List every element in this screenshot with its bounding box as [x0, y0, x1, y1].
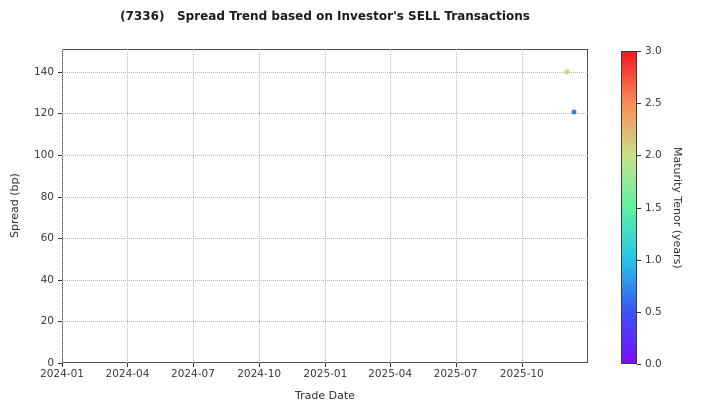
colorbar-tick-mark — [637, 311, 641, 313]
y-tick-mark — [58, 71, 62, 73]
colorbar-label: Maturity Tenor (years) — [671, 146, 684, 269]
y-tick-mark — [58, 113, 62, 115]
x-tick-label: 2024-01 — [40, 368, 84, 380]
x-gridline — [325, 49, 327, 363]
colorbar-tick-mark — [637, 364, 641, 365]
y-gridline — [62, 113, 588, 115]
x-tick-mark — [127, 363, 129, 367]
colorbar-tick-label: 1.5 — [645, 201, 662, 214]
x-tick-label: 2024-07 — [171, 368, 215, 380]
y-gridline — [62, 321, 588, 323]
x-gridline — [390, 49, 392, 363]
y-tick-mark — [58, 196, 62, 198]
colorbar-tick-mark — [637, 155, 641, 157]
x-tick-label: 2024-10 — [237, 368, 282, 380]
x-tick-mark — [192, 363, 194, 367]
y-tick-label: 20 — [40, 315, 54, 328]
y-gridline — [62, 155, 588, 157]
x-gridline — [259, 49, 261, 363]
x-gridline — [521, 49, 523, 363]
colorbar-tick-mark — [637, 259, 641, 261]
y-tick-mark — [58, 238, 62, 240]
x-tick-mark — [62, 363, 63, 367]
y-tick-label: 60 — [40, 232, 54, 245]
y-tick-mark — [58, 279, 62, 281]
x-tick-label: 2025-04 — [368, 368, 413, 380]
y-tick-mark — [58, 321, 62, 323]
x-tick-mark — [325, 363, 327, 367]
y-gridline — [62, 279, 588, 281]
x-tick-label: 2025-01 — [303, 368, 348, 380]
y-tick-label: 40 — [40, 273, 54, 286]
x-tick-mark — [455, 363, 457, 367]
colorbar-tick-mark — [637, 103, 641, 105]
colorbar-tick-mark — [637, 51, 641, 52]
x-gridline — [62, 49, 63, 363]
x-tick-mark — [259, 363, 261, 367]
y-tick-label: 140 — [33, 65, 54, 78]
data-point — [564, 69, 570, 75]
y-tick-mark — [58, 155, 62, 157]
x-tick-mark — [390, 363, 392, 367]
colorbar-tick-label: 0.0 — [645, 358, 662, 370]
colorbar-tick-label: 3.0 — [645, 45, 662, 57]
data-point — [571, 109, 577, 115]
x-tick-label: 2025-10 — [499, 368, 544, 380]
y-tick-label: 120 — [33, 107, 54, 120]
chart-title: (7336) Spread Trend based on Investor's … — [120, 9, 530, 23]
x-tick-mark — [521, 363, 523, 367]
x-tick-label: 2024-04 — [105, 368, 150, 380]
y-gridline — [62, 238, 588, 240]
colorbar-tick-label: 0.5 — [645, 305, 662, 318]
x-axis-label: Trade Date — [295, 389, 355, 402]
x-gridline — [127, 49, 129, 363]
colorbar — [621, 51, 637, 364]
colorbar-tick-label: 1.0 — [645, 253, 662, 266]
x-gridline — [455, 49, 457, 363]
y-tick-mark — [58, 363, 62, 364]
y-gridline — [62, 196, 588, 198]
colorbar-tick-label: 2.0 — [645, 149, 662, 162]
y-tick-label: 0 — [47, 357, 54, 369]
colorbar-tick-mark — [637, 207, 641, 209]
y-gridline — [62, 71, 588, 73]
x-gridline — [192, 49, 194, 363]
y-tick-label: 100 — [33, 149, 54, 162]
plot-area — [62, 49, 588, 363]
x-tick-label: 2025-07 — [433, 368, 478, 380]
colorbar-tick-label: 2.5 — [645, 97, 662, 110]
y-tick-label: 80 — [40, 190, 54, 203]
